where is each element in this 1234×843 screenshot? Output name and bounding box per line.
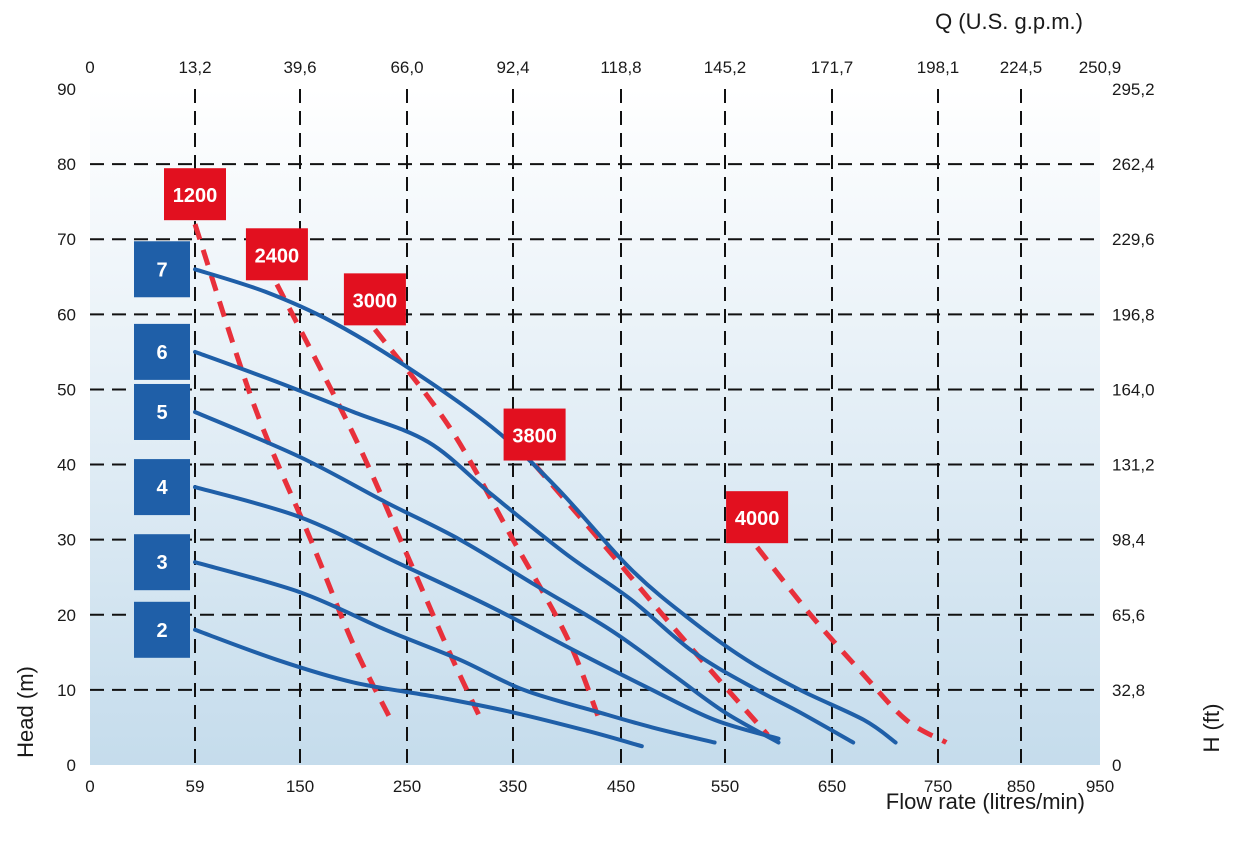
y-right-tick-label: 0 [1112, 756, 1121, 775]
iso-line-1200 [192, 223, 394, 722]
curve-3 [193, 560, 717, 745]
badge-red-box [164, 168, 226, 221]
badge-red-box [343, 273, 406, 326]
badge-blue-6: 6 [134, 323, 190, 380]
curve-7 [193, 267, 898, 745]
iso-line-3000 [372, 327, 602, 721]
x-tick-label: 850 [1007, 777, 1035, 796]
curve-4 [193, 485, 781, 741]
badge-blue-box [134, 459, 190, 516]
x-tick-label: 250 [393, 777, 421, 796]
y-tick-label: 30 [57, 531, 76, 550]
y-tick-label: 60 [57, 305, 76, 324]
curve-5 [193, 410, 781, 745]
y-right-tick-label: 65,6 [1112, 606, 1145, 625]
badge-blue-label: 7 [156, 259, 167, 281]
iso-line-2400 [274, 283, 484, 721]
x-tick-label: 550 [711, 777, 739, 796]
x-top-tick-label: 13,2 [178, 58, 211, 77]
badge-blue-box [134, 383, 190, 440]
iso-line-3800 [532, 462, 770, 737]
badge-blue-label: 3 [156, 552, 167, 574]
badge-red-1200: 1200 [164, 168, 226, 221]
x-top-tick-label: 39,6 [283, 58, 316, 77]
x-top-tick-label: 66,0 [390, 58, 423, 77]
x-top-tick-label: 145,2 [704, 58, 747, 77]
badge-red-box [245, 228, 308, 281]
badge-blue-box [134, 601, 190, 658]
y-right-tick-label: 295,2 [1112, 80, 1155, 99]
badge-blue-4: 4 [134, 459, 190, 516]
y-right-tick-label: 164,0 [1112, 380, 1155, 399]
curve-6 [193, 349, 856, 745]
grid-lines [90, 89, 1100, 765]
y-tick-label: 10 [57, 681, 76, 700]
badge-red-2400: 2400 [245, 228, 308, 281]
y-right-tick-label: 262,4 [1112, 155, 1155, 174]
badge-red-label: 4000 [735, 508, 780, 530]
x-top-tick-label: 0 [85, 58, 94, 77]
x-tick-label: 450 [607, 777, 635, 796]
x-tick-label: 150 [286, 777, 314, 796]
x-axis-title: Flow rate (litres/min) [886, 789, 1085, 814]
y-tick-label: 20 [57, 606, 76, 625]
badge-red-3000: 3000 [343, 273, 406, 326]
y-right-tick-label: 229,6 [1112, 230, 1155, 249]
badge-blue-3: 3 [134, 534, 190, 591]
badge-blue-label: 5 [156, 402, 167, 424]
iso-lines [192, 223, 948, 745]
x-tick-label: 650 [818, 777, 846, 796]
badge-blue-box [134, 323, 190, 380]
badge-blue-label: 6 [156, 342, 167, 364]
badge-red-box [503, 408, 566, 461]
badge-red-label: 3000 [353, 290, 398, 312]
y-right-tick-label: 98,4 [1112, 531, 1145, 550]
badge-blue-box [134, 534, 190, 591]
x-top-tick-label: 250,9 [1079, 58, 1122, 77]
top-axis-title: Q (U.S. g.p.m.) [935, 9, 1083, 34]
badge-blue-label: 4 [156, 477, 168, 499]
y-right-tick-label: 196,8 [1112, 305, 1155, 324]
y-tick-label: 50 [57, 380, 76, 399]
y-axis-title: Head (m) [13, 666, 38, 758]
x-top-tick-label: 224,5 [1000, 58, 1043, 77]
badge-red-label: 1200 [173, 185, 218, 207]
pump-curves [193, 267, 898, 749]
curve-2 [193, 627, 644, 749]
x-tick-label: 350 [499, 777, 527, 796]
iso-line-4000 [755, 545, 948, 745]
y-right-tick-label: 32,8 [1112, 681, 1145, 700]
x-top-tick-label: 92,4 [496, 58, 529, 77]
badges: 7 6 5 4 3 2 1200 2400 3000 3800 4000 [134, 168, 789, 658]
y-tick-label: 40 [57, 456, 76, 475]
badge-red-label: 2400 [255, 245, 300, 267]
x-top-tick-label: 171,7 [811, 58, 854, 77]
badge-red-3800: 3800 [503, 408, 566, 461]
y-tick-label: 90 [57, 80, 76, 99]
badge-blue-2: 2 [134, 601, 190, 658]
badge-blue-5: 5 [134, 383, 190, 440]
y-tick-label: 0 [67, 756, 76, 775]
x-tick-label: 59 [186, 777, 205, 796]
badge-blue-box [134, 241, 190, 298]
badge-blue-7: 7 [134, 241, 190, 298]
y-tick-label: 70 [57, 230, 76, 249]
badge-blue-label: 2 [156, 620, 167, 642]
y-right-tick-label: 131,2 [1112, 456, 1155, 475]
x-tick-label: 950 [1086, 777, 1114, 796]
plot-area [90, 89, 1100, 765]
badge-red-label: 3800 [512, 426, 557, 448]
y-right-axis-title: H (ft) [1199, 704, 1224, 753]
x-tick-label: 750 [924, 777, 952, 796]
x-top-tick-label: 118,8 [600, 58, 641, 77]
x-tick-label: 0 [85, 777, 94, 796]
y-tick-label: 80 [57, 155, 76, 174]
x-top-tick-label: 198,1 [917, 58, 960, 77]
badge-red-box [726, 491, 789, 544]
badge-red-4000: 4000 [726, 491, 789, 544]
